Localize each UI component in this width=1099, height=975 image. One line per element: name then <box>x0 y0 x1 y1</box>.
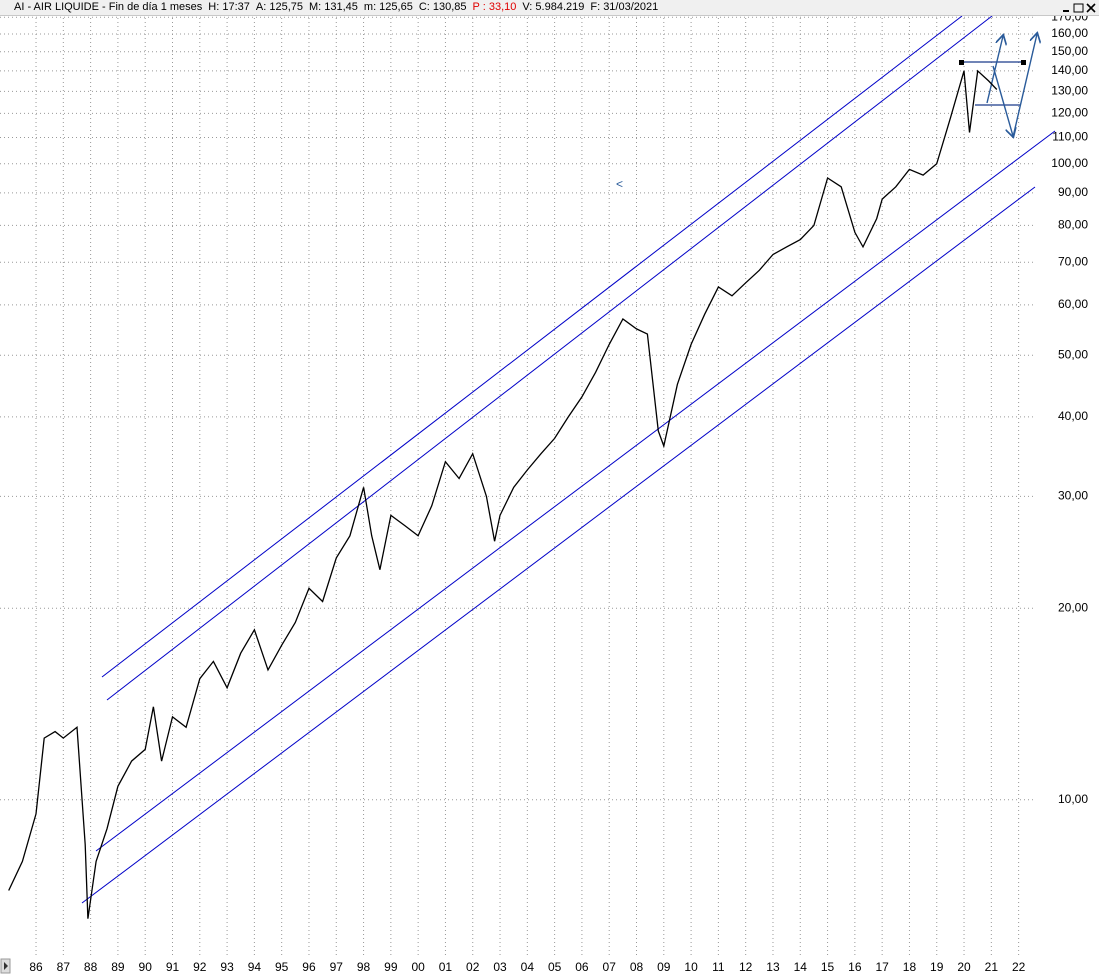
x-tick-label: 86 <box>29 960 43 974</box>
y-tick-label: 110,00 <box>1052 130 1088 144</box>
header-item: C: 130,85 <box>418 1 467 13</box>
x-tick-label: 98 <box>357 960 371 974</box>
x-tick-label: 11 <box>712 960 725 974</box>
maximize-button[interactable] <box>1073 3 1084 13</box>
x-tick-label: 18 <box>903 960 917 974</box>
window-buttons <box>1061 3 1096 13</box>
y-tick-label: 100,00 <box>1051 156 1088 170</box>
x-tick-label: 96 <box>302 960 316 974</box>
scroll-icon <box>4 962 8 970</box>
x-tick-label: 20 <box>957 960 971 974</box>
trend-line <box>101 15 963 678</box>
x-tick-label: 14 <box>794 960 808 974</box>
y-tick-label: 130,00 <box>1051 83 1088 97</box>
trend-line <box>81 186 1036 904</box>
y-tick-label: 160,00 <box>1051 26 1088 40</box>
x-tick-label: 21 <box>985 960 999 974</box>
price-line <box>8 69 998 919</box>
x-tick-label: 12 <box>739 960 753 974</box>
y-tick-label: 50,00 <box>1058 347 1088 361</box>
x-tick-label: 09 <box>657 960 671 974</box>
x-tick-label: 19 <box>930 960 944 974</box>
y-tick-label: 10,00 <box>1058 792 1088 806</box>
y-tick-label: 80,00 <box>1058 218 1088 232</box>
header-item: P : 33,10 <box>472 1 517 13</box>
annotation: < <box>616 177 623 191</box>
x-tick-label: 04 <box>521 960 535 974</box>
minimize-button[interactable] <box>1061 3 1071 13</box>
x-tick-label: 01 <box>439 960 453 974</box>
x-tick-label: 00 <box>411 960 425 974</box>
y-tick-label: 60,00 <box>1058 297 1088 311</box>
x-tick-label: 99 <box>384 960 398 974</box>
axis-labels: 10,00 20,00 30,00 40,00 50,00 60,00 70,00 80,00… <box>29 9 1088 974</box>
y-tick-label: 30,00 <box>1058 488 1088 502</box>
header-item: F: 31/03/2021 <box>590 1 659 13</box>
x-tick-label: 94 <box>248 960 262 974</box>
y-tick-label: 90,00 <box>1058 185 1088 199</box>
x-tick-label: 90 <box>139 960 153 974</box>
x-tick-label: 02 <box>466 960 480 974</box>
y-tick-label: 120,00 <box>1051 106 1088 120</box>
x-tick-label: 97 <box>330 960 344 974</box>
x-tick-label: 92 <box>193 960 207 974</box>
price-series <box>8 69 998 919</box>
header-item: AI - AIR LIQUIDE - Fin de día 1 meses <box>14 1 203 13</box>
x-tick-label: 07 <box>603 960 617 974</box>
x-tick-label: 13 <box>766 960 780 974</box>
x-tick-label: 10 <box>684 960 698 974</box>
x-tick-label: 08 <box>630 960 644 974</box>
header-item: H: 17:37 <box>208 1 250 13</box>
x-tick-label: 89 <box>111 960 125 974</box>
close-button[interactable] <box>1086 3 1096 13</box>
y-tick-label: 20,00 <box>1058 600 1088 614</box>
x-tick-label: 91 <box>166 960 180 974</box>
x-tick-label: 05 <box>548 960 562 974</box>
header-item: V: 5.984.219 <box>522 1 585 13</box>
trend-lines <box>81 15 1056 904</box>
x-tick-label: 93 <box>220 960 234 974</box>
trend-line <box>95 130 1056 852</box>
x-tick-label: 03 <box>493 960 507 974</box>
header-bar: AI - AIR LIQUIDE - Fin de día 1 meses H: … <box>0 0 1099 16</box>
y-tick-label: 40,00 <box>1058 409 1088 423</box>
y-tick-label: 150,00 <box>1051 44 1088 58</box>
header-item: M: 131,45 <box>308 1 358 13</box>
header-item: m: 125,65 <box>363 1 413 13</box>
x-tick-label: 15 <box>821 960 835 974</box>
arrow <box>986 36 1003 104</box>
y-tick-label: 140,00 <box>1051 63 1088 77</box>
arrow <box>1012 34 1037 138</box>
header-item: A: 125,75 <box>255 1 303 13</box>
x-tick-label: 88 <box>84 960 98 974</box>
arrow <box>992 65 1013 136</box>
x-tick-label: 22 <box>1012 960 1026 974</box>
grid <box>0 14 1035 955</box>
x-tick-label: 87 <box>57 960 71 974</box>
trend-line <box>106 15 993 701</box>
handle <box>959 60 964 65</box>
y-tick-label: 70,00 <box>1058 254 1088 268</box>
handle <box>1021 60 1026 65</box>
x-tick-label: 06 <box>575 960 589 974</box>
x-tick-label: 17 <box>875 960 889 974</box>
x-tick-label: 95 <box>275 960 289 974</box>
x-tick-label: 16 <box>848 960 862 974</box>
